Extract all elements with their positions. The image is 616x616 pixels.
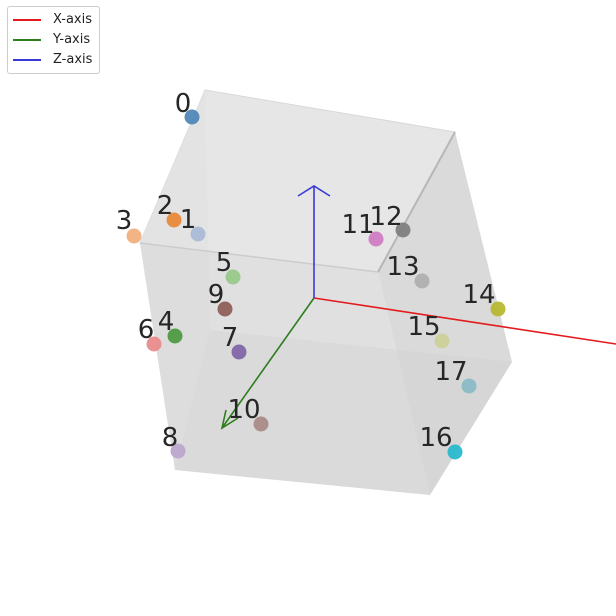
point-label-15: 15: [407, 312, 440, 342]
point-17: [461, 378, 477, 394]
point-3: [126, 228, 142, 244]
z-axis-swatch: [13, 59, 41, 61]
x-axis-line: [313, 297, 616, 345]
legend-label: Z-axis: [53, 52, 93, 67]
legend-item-z-axis: Z-axis: [13, 50, 99, 70]
point-7: [231, 344, 247, 360]
y-axis-arrowhead: [220, 409, 239, 430]
point-label-0: 0: [175, 89, 192, 119]
point-label-13: 13: [386, 252, 419, 282]
legend: X-axis Y-axis Z-axis: [7, 6, 100, 74]
axes: [220, 185, 616, 430]
point-10: [253, 416, 269, 432]
cube: [139, 89, 512, 495]
point-label-4: 4: [158, 307, 175, 337]
point-label-7: 7: [222, 323, 239, 353]
point-12: [395, 222, 411, 238]
legend-item-x-axis: X-axis: [13, 10, 99, 30]
point-14: [490, 301, 506, 317]
point-label-3: 3: [116, 206, 133, 236]
y-axis-swatch: [13, 39, 41, 41]
point-8: [170, 443, 186, 459]
cube-edge: [139, 242, 379, 273]
point-label-11: 11: [341, 210, 374, 240]
x-axis-swatch: [13, 19, 41, 21]
point-0: [184, 109, 200, 125]
point-9: [217, 301, 233, 317]
point-2: [166, 212, 182, 228]
point-label-5: 5: [216, 248, 233, 278]
z-axis-arrowhead: [297, 185, 331, 197]
legend-item-y-axis: Y-axis: [13, 30, 99, 50]
cube-edge: [377, 131, 456, 273]
point-label-9: 9: [208, 280, 225, 310]
point-13: [414, 273, 430, 289]
point-5: [225, 269, 241, 285]
point-11: [368, 231, 384, 247]
point-label-1: 1: [180, 205, 197, 235]
point-label-17: 17: [434, 357, 467, 387]
point-label-2: 2: [157, 191, 174, 221]
point-label-16: 16: [419, 423, 452, 453]
point-label-6: 6: [138, 315, 155, 345]
y-axis-line: [221, 297, 315, 429]
point-15: [434, 333, 450, 349]
point-1: [190, 226, 206, 242]
point-6: [146, 336, 162, 352]
point-4: [167, 328, 183, 344]
point-16: [447, 444, 463, 460]
cube-inner-face: [175, 330, 512, 495]
point-label-12: 12: [369, 202, 402, 232]
point-label-8: 8: [162, 423, 179, 453]
point-label-10: 10: [227, 395, 260, 425]
cube-right-face: [378, 132, 512, 495]
cube-front-face: [140, 243, 430, 495]
legend-label: Y-axis: [53, 32, 91, 47]
point-label-14: 14: [462, 280, 495, 310]
legend-label: X-axis: [53, 12, 92, 27]
